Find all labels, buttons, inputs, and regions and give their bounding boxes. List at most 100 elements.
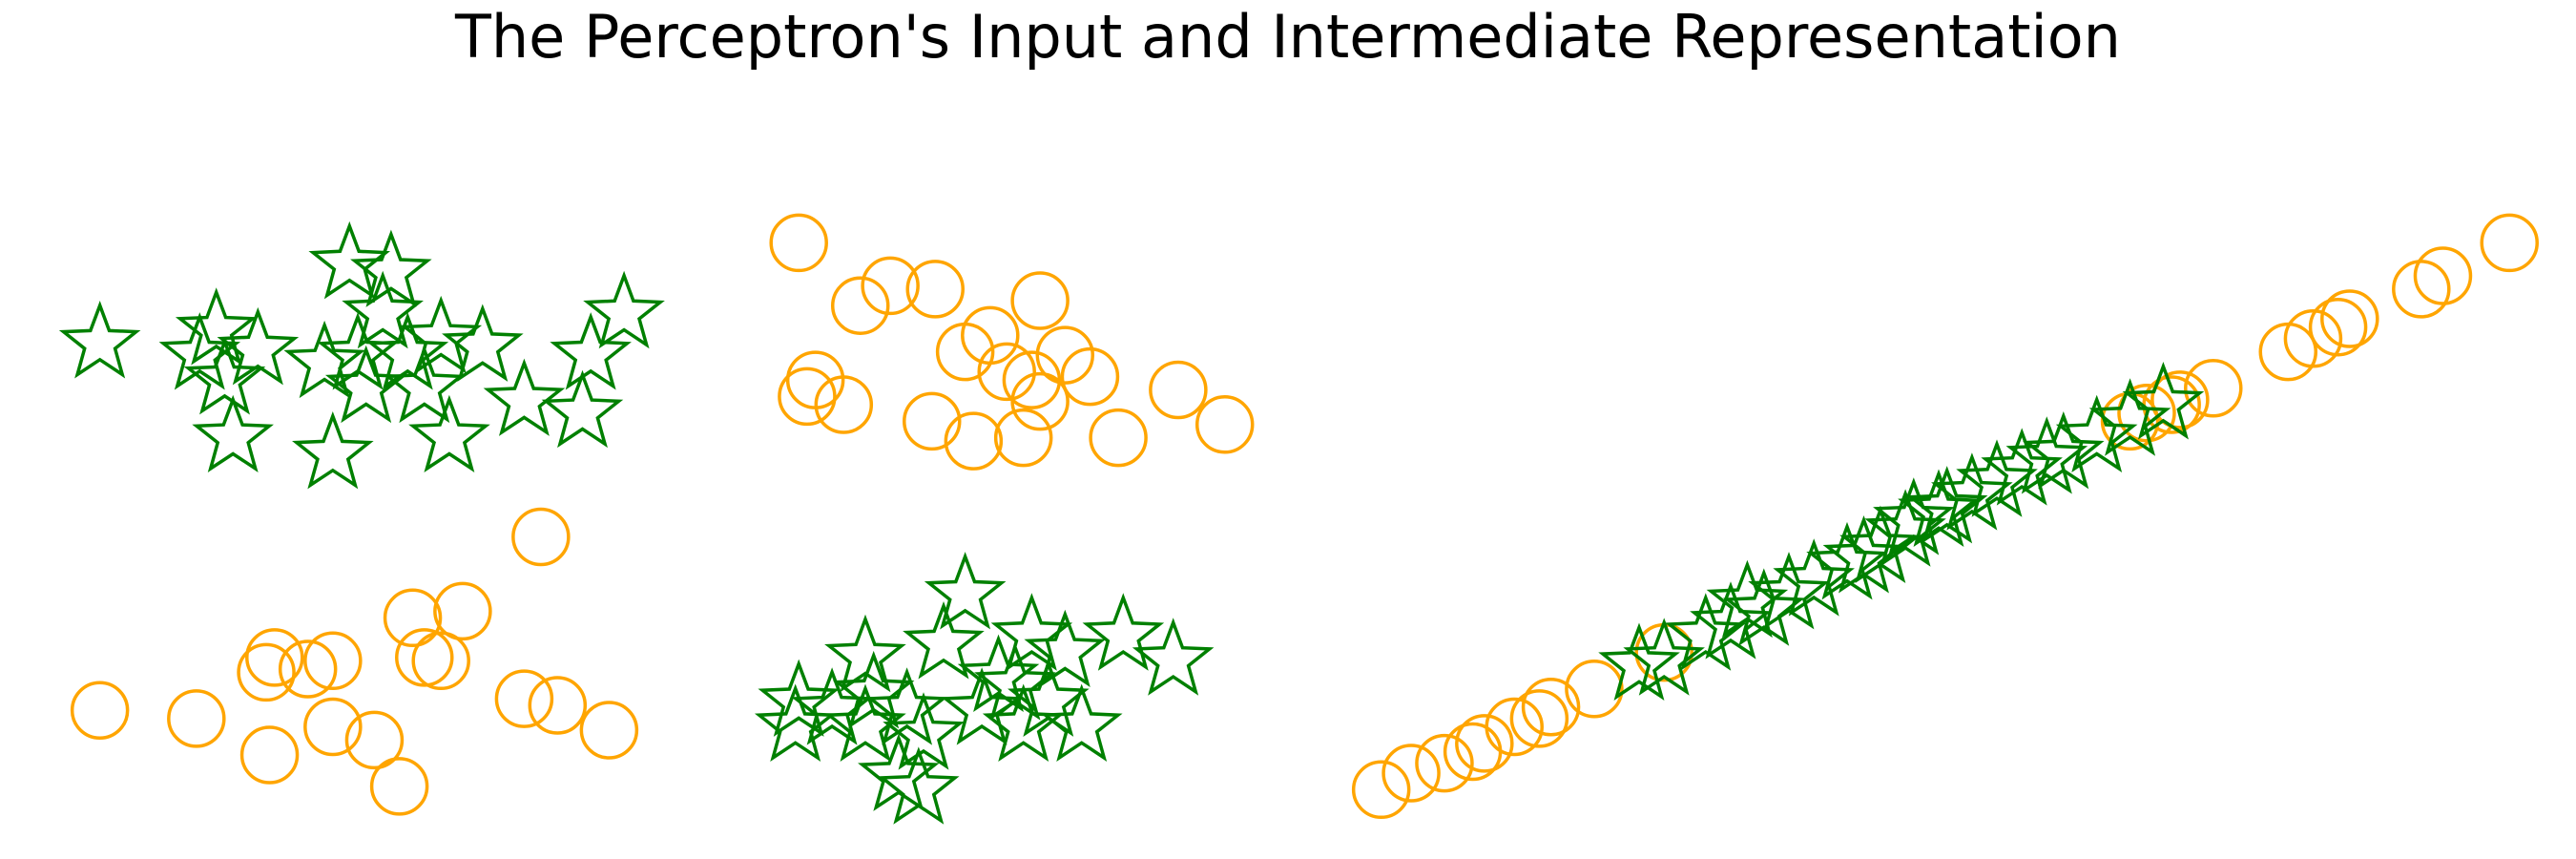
star-point xyxy=(442,304,524,382)
circle-point xyxy=(814,375,874,434)
star-point xyxy=(308,220,391,300)
star-point xyxy=(754,683,837,762)
circle-point xyxy=(1010,271,1070,330)
star-point xyxy=(292,410,374,490)
star-point xyxy=(324,345,407,424)
star-point xyxy=(824,683,906,762)
circle-point xyxy=(2413,246,2473,305)
circle-point xyxy=(1089,408,1148,468)
star-point xyxy=(1723,568,1805,646)
circle-point xyxy=(1509,689,1569,748)
star-point xyxy=(924,552,1007,630)
star-point xyxy=(550,312,632,390)
circle-point xyxy=(2150,370,2210,430)
star-point xyxy=(366,312,449,390)
star-point xyxy=(1773,538,1855,617)
circle-point xyxy=(2184,358,2243,418)
circle-point xyxy=(383,588,443,648)
circle-point xyxy=(1010,371,1070,431)
circle-point xyxy=(993,408,1053,468)
star-point xyxy=(1806,521,1888,600)
circle-point xyxy=(961,305,1020,366)
star-point xyxy=(2088,378,2171,456)
star-point xyxy=(1690,581,1772,660)
star-point xyxy=(2122,361,2205,440)
star-point xyxy=(1008,659,1090,737)
circle-point xyxy=(935,322,995,382)
star-point xyxy=(903,600,985,680)
circle-point xyxy=(433,581,492,641)
star-point xyxy=(1864,489,1946,567)
circle-point xyxy=(2480,213,2539,273)
circle-point xyxy=(2117,383,2176,443)
circle-point xyxy=(944,411,1004,471)
circle-point xyxy=(1351,760,1411,820)
circle-point xyxy=(902,391,962,451)
star-point xyxy=(865,667,948,745)
circle-point xyxy=(861,256,920,316)
circle-point xyxy=(830,276,890,335)
star-point xyxy=(483,358,566,436)
circle-point xyxy=(769,213,828,273)
circle-point xyxy=(167,689,226,748)
circle-point xyxy=(1521,678,1581,737)
star-point xyxy=(1664,593,1747,671)
star-point xyxy=(883,692,965,770)
star-point xyxy=(400,295,483,374)
star-point xyxy=(2005,416,2088,494)
star-point xyxy=(2055,394,2138,473)
star-point xyxy=(583,270,665,349)
star-point xyxy=(192,394,274,473)
circle-point xyxy=(1455,714,1514,773)
circle-point xyxy=(2308,297,2368,357)
circle-point xyxy=(1060,346,1120,407)
star-point xyxy=(1706,559,1789,639)
circle-point xyxy=(977,342,1036,402)
star-point xyxy=(1598,622,1680,701)
circle-point xyxy=(778,367,837,427)
star-point xyxy=(1873,477,1955,555)
star-point xyxy=(183,337,266,415)
circle-point xyxy=(2392,260,2451,319)
star-point xyxy=(541,369,624,449)
star-point xyxy=(990,593,1073,671)
circle-point xyxy=(245,628,304,687)
star-point xyxy=(1623,618,1705,696)
star-point xyxy=(283,320,365,399)
star-point xyxy=(1898,469,1980,547)
star-point xyxy=(1082,593,1165,671)
circle-point xyxy=(1565,659,1624,719)
star-point xyxy=(1931,452,2013,531)
circle-point xyxy=(237,642,296,702)
star-point xyxy=(217,306,300,386)
circle-point xyxy=(1195,395,1255,454)
star-point xyxy=(1040,683,1123,762)
figure-title: The Perceptron's Input and Intermediate … xyxy=(454,2,2121,72)
circle-point xyxy=(411,631,470,691)
circle-point xyxy=(1415,733,1474,793)
circle-point xyxy=(239,725,300,785)
circle-point xyxy=(278,639,338,699)
star-point xyxy=(350,229,432,307)
star-point xyxy=(1748,552,1830,630)
circle-point xyxy=(369,757,429,816)
star-point xyxy=(342,270,424,349)
circle-point xyxy=(1035,325,1095,385)
star-point xyxy=(858,733,940,811)
star-point xyxy=(1132,618,1215,696)
scatter-panel xyxy=(58,213,1255,825)
star-point xyxy=(941,667,1023,745)
circle-point xyxy=(511,507,571,567)
star-point xyxy=(974,642,1056,721)
star-point xyxy=(58,300,141,379)
circle-point xyxy=(528,676,588,735)
scatter-panel xyxy=(1351,213,2539,820)
circle-point xyxy=(303,697,363,757)
circle-point xyxy=(579,701,639,760)
star-point xyxy=(1956,439,2038,517)
circle-point xyxy=(905,260,965,319)
circle-point xyxy=(2283,309,2343,368)
circle-point xyxy=(1485,697,1544,757)
circle-point xyxy=(1381,744,1441,803)
